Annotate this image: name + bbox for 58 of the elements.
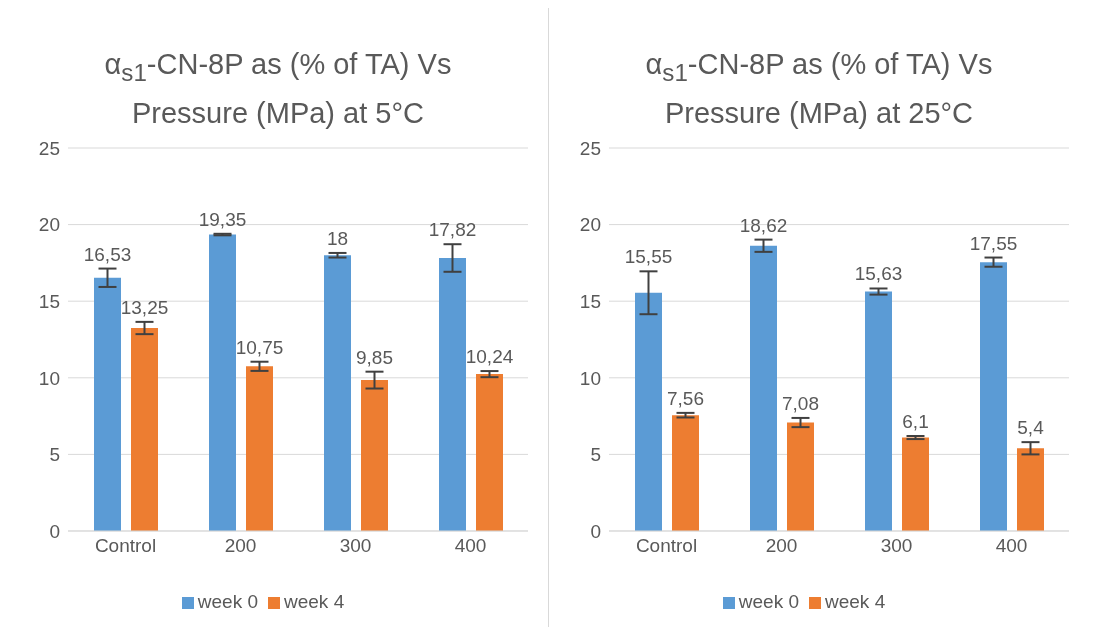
data-label: 19,35 xyxy=(198,208,247,230)
data-label: 17,55 xyxy=(969,232,1018,254)
data-label: 5,4 xyxy=(1017,417,1045,439)
data-label: 15,63 xyxy=(854,263,903,285)
legend-label: week 0 xyxy=(738,591,799,612)
bar xyxy=(902,437,929,531)
x-tick-label: Control xyxy=(94,535,157,557)
data-label: 18 xyxy=(326,227,349,249)
data-label: 16,53 xyxy=(83,243,132,265)
data-label: 15,55 xyxy=(624,246,673,268)
bar xyxy=(209,234,236,531)
data-label: 7,56 xyxy=(667,387,704,409)
x-tick-label: 300 xyxy=(339,535,372,557)
x-tick-label: 400 xyxy=(995,535,1028,557)
y-tick-label: 15 xyxy=(38,290,60,312)
bar xyxy=(1017,448,1044,531)
y-tick-label: 25 xyxy=(579,137,601,159)
y-tick-label: 20 xyxy=(579,214,601,236)
x-tick-label: 400 xyxy=(454,535,487,557)
bar xyxy=(324,255,351,531)
bar xyxy=(980,262,1007,531)
data-label: 10,24 xyxy=(465,346,514,368)
bar xyxy=(131,328,158,531)
data-label: 17,82 xyxy=(428,219,477,241)
y-tick-label: 10 xyxy=(579,367,601,389)
bar xyxy=(94,277,121,531)
y-tick-label: 10 xyxy=(38,367,60,389)
data-label: 6,1 xyxy=(902,411,929,433)
bar xyxy=(672,415,699,531)
bar xyxy=(865,291,892,531)
bar xyxy=(361,380,388,531)
x-tick-label: Control xyxy=(635,535,698,557)
x-tick-label: 300 xyxy=(880,535,913,557)
bar xyxy=(787,422,814,531)
y-tick-label: 20 xyxy=(38,214,60,236)
legend-label: week 4 xyxy=(825,591,886,612)
legend-label: week 0 xyxy=(197,591,258,612)
data-label: 18,62 xyxy=(739,214,788,236)
data-label: 10,75 xyxy=(235,336,284,358)
bar xyxy=(439,258,466,531)
bar xyxy=(750,245,777,531)
y-tick-label: 0 xyxy=(590,520,601,542)
y-tick-label: 15 xyxy=(579,290,601,312)
chart-title: α$_{s1}$-CN-8P as (% of TA) Vs Pressure (MPa) at 25°C xyxy=(644,47,994,131)
y-tick-label: 5 xyxy=(49,444,60,466)
bar xyxy=(476,374,503,531)
data-label: 13,25 xyxy=(120,296,169,318)
y-tick-label: 5 xyxy=(590,444,601,466)
x-tick-label: 200 xyxy=(765,535,798,557)
chart-title: α$_{s1}$-CN-8P as (% of TA) Vs Pressure (MPa) at 5°C xyxy=(103,47,453,131)
y-tick-label: 25 xyxy=(38,137,60,159)
legend-label: week 4 xyxy=(284,591,345,612)
bar xyxy=(246,366,273,531)
x-tick-label: 200 xyxy=(224,535,257,557)
data-label: 7,08 xyxy=(782,392,819,414)
data-label: 9,85 xyxy=(356,346,393,368)
y-tick-label: 0 xyxy=(49,520,60,542)
bar xyxy=(635,292,662,531)
